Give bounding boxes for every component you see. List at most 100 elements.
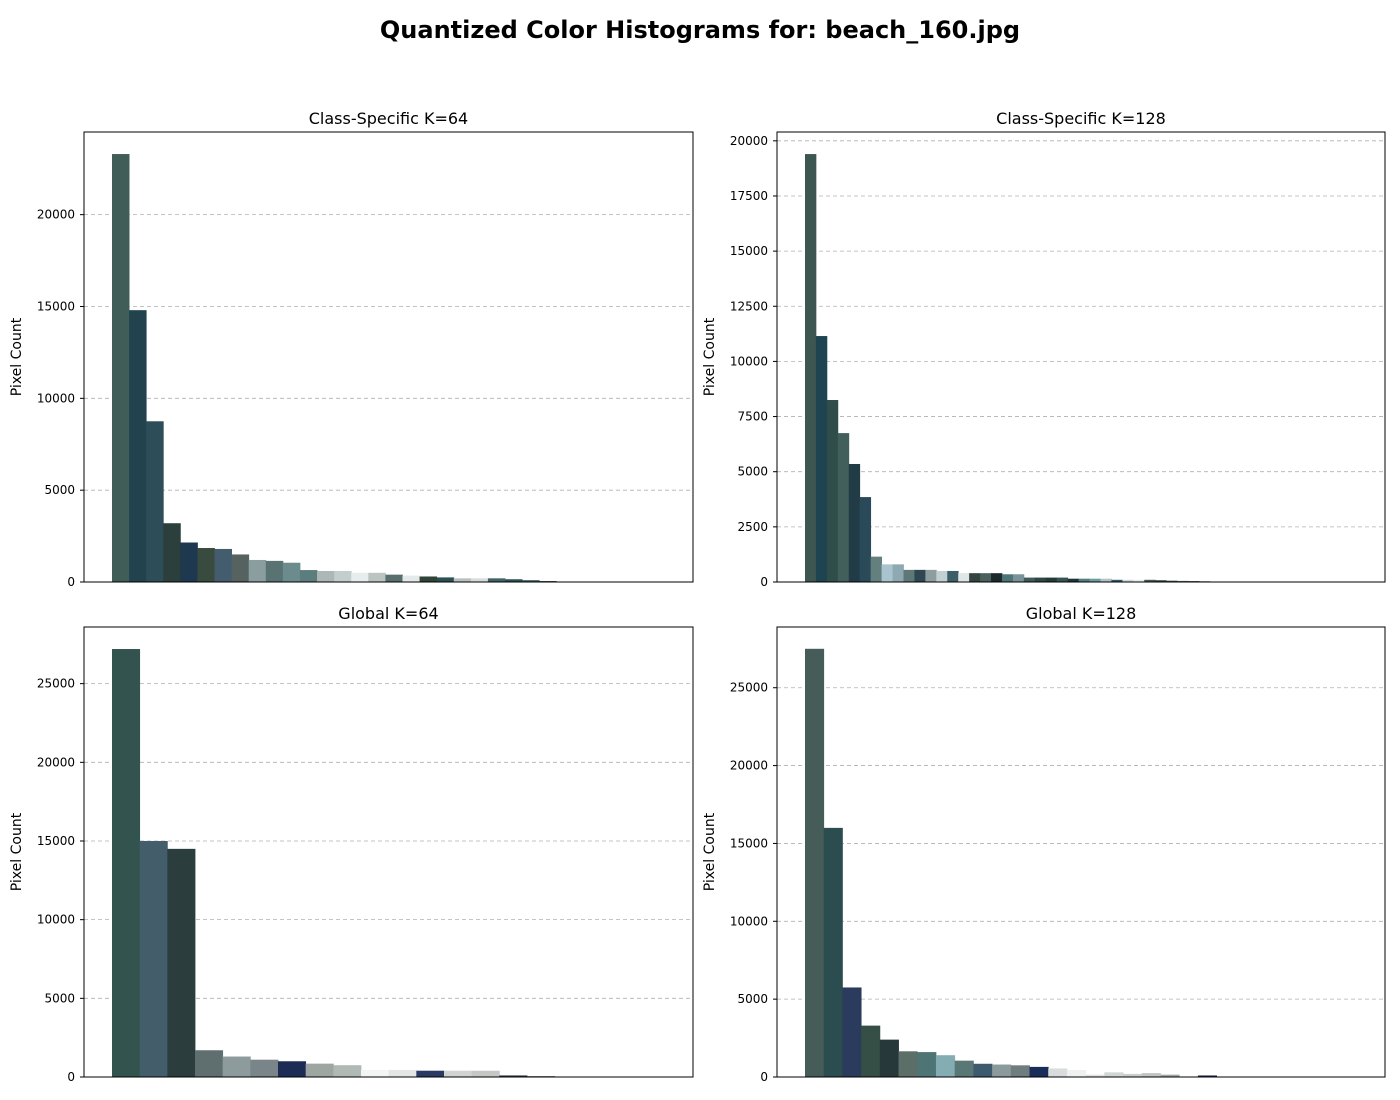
bar [1122, 579, 1134, 582]
bar [505, 579, 523, 582]
bar [992, 1064, 1012, 1077]
subplot-title: Global K=128 [1026, 604, 1137, 623]
subplot-3: Global K=64 0 5000 10000 15000 20000 25000 Pixe… [9, 604, 694, 1084]
bar [1123, 1073, 1143, 1077]
subplot-title: Class-Specific K=64 [309, 109, 468, 128]
y-tick-label: 17500 [730, 189, 768, 203]
subplot-title: Global K=64 [338, 604, 438, 623]
bar [1023, 577, 1036, 582]
bar [334, 570, 352, 582]
bar [167, 848, 196, 1077]
bar [848, 463, 861, 582]
y-tick-label: 0 [760, 1070, 768, 1084]
bar [139, 840, 168, 1077]
bar [317, 570, 335, 582]
bar [1056, 577, 1069, 582]
bar [333, 1065, 362, 1077]
bar [402, 575, 420, 582]
bar [222, 1056, 251, 1077]
bar [1067, 578, 1079, 582]
bar [973, 1063, 993, 1077]
bar [180, 542, 198, 582]
bar [351, 572, 369, 582]
bar [826, 400, 839, 582]
axes-frame [83, 626, 694, 1078]
bar [487, 578, 506, 582]
bar [368, 572, 386, 582]
y-tick-label: 10000 [37, 913, 75, 927]
bar [1085, 1074, 1105, 1077]
bar [805, 648, 825, 1077]
bar [859, 497, 872, 582]
bar [453, 578, 472, 582]
bar [248, 559, 267, 582]
bar [1166, 580, 1178, 582]
bar [416, 1070, 445, 1077]
bar [195, 1050, 224, 1077]
bar [1078, 578, 1090, 582]
bar [129, 310, 147, 582]
bar [1048, 1068, 1068, 1077]
subplot-4: Global K=128 0 5000 10000 15000 20000 25000 Pix… [702, 604, 1386, 1084]
bar [436, 577, 455, 582]
bar [936, 570, 948, 582]
bar [879, 1039, 899, 1077]
y-tick-label: 5000 [44, 991, 75, 1005]
y-tick-label: 10000 [730, 914, 768, 928]
bar [903, 569, 915, 582]
bar [214, 548, 233, 582]
bar [146, 421, 164, 582]
bar [305, 1063, 334, 1077]
bar [1177, 580, 1189, 582]
bar [444, 1070, 473, 1077]
y-tick-label: 0 [760, 575, 768, 589]
bar [1001, 574, 1014, 582]
bar [1155, 580, 1167, 582]
bar [805, 154, 817, 582]
y-tick-label: 15000 [730, 836, 768, 850]
bar [898, 1051, 918, 1077]
bar [1160, 1074, 1180, 1077]
subplot-2: Class-Specific K=128 0 2500 5000 7500 10000 12… [702, 109, 1386, 589]
y-tick-label: 15000 [37, 299, 75, 313]
y-tick-label: 15000 [37, 834, 75, 848]
bar [471, 1070, 500, 1077]
y-axis-label: Pixel Count [702, 812, 718, 891]
bar [1111, 579, 1123, 582]
bar [1045, 577, 1058, 582]
bar [815, 336, 828, 582]
bar [470, 578, 489, 582]
bar [388, 1069, 417, 1077]
bar [925, 569, 937, 582]
bar [842, 987, 862, 1077]
axes-frame [776, 626, 1386, 1078]
bar [1034, 577, 1047, 582]
bar [892, 564, 904, 582]
y-tick-label: 10000 [730, 354, 768, 368]
bar [914, 569, 926, 582]
bar [361, 1069, 390, 1077]
bar [1100, 578, 1112, 582]
subplot-title: Class-Specific K=128 [996, 109, 1166, 128]
y-tick-label: 20000 [37, 755, 75, 769]
y-tick-label: 0 [67, 1070, 75, 1084]
bar [1104, 1072, 1124, 1077]
bar [231, 554, 250, 582]
y-tick-label: 0 [67, 575, 75, 589]
y-axis-label: Pixel Count [9, 317, 25, 396]
y-tick-label: 2500 [737, 520, 768, 534]
bar [385, 574, 403, 582]
bar [823, 827, 843, 1077]
y-tick-label: 5000 [737, 465, 768, 479]
bar [1141, 1073, 1161, 1077]
bar [1197, 1075, 1218, 1077]
bar [935, 1055, 956, 1077]
y-tick-label: 20000 [730, 759, 768, 773]
bar [991, 573, 1003, 582]
bar [499, 1075, 528, 1077]
y-tick-label: 5000 [737, 992, 768, 1006]
y-tick-label: 25000 [37, 677, 75, 691]
bar [980, 573, 992, 582]
y-tick-label: 20000 [730, 134, 768, 148]
bar [861, 1025, 881, 1077]
